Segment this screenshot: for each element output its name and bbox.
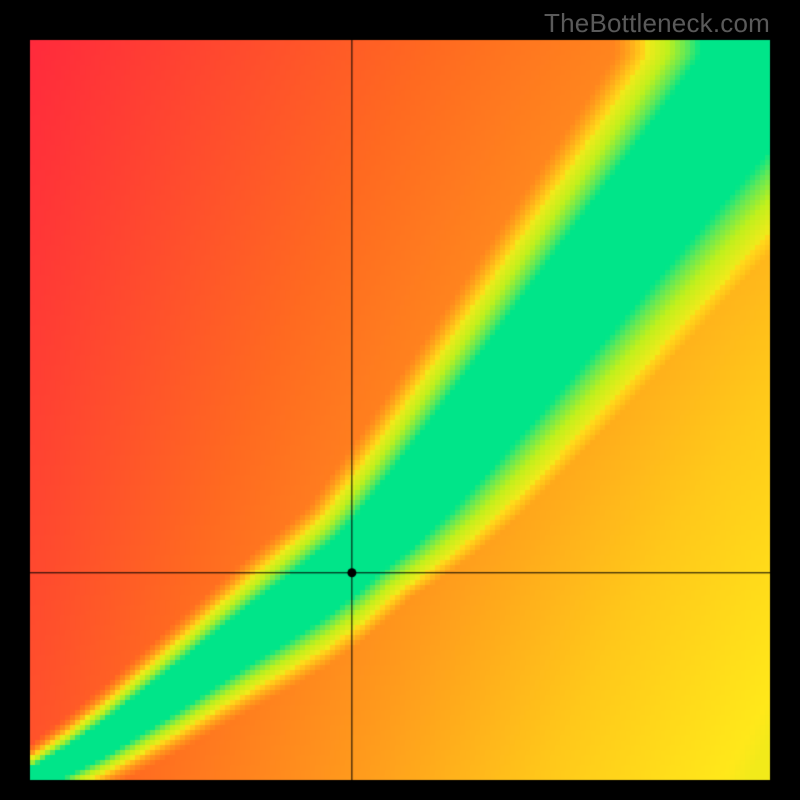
watermark-text: TheBottleneck.com — [544, 8, 770, 39]
chart-container: TheBottleneck.com — [0, 0, 800, 800]
heatmap-canvas — [0, 0, 800, 800]
